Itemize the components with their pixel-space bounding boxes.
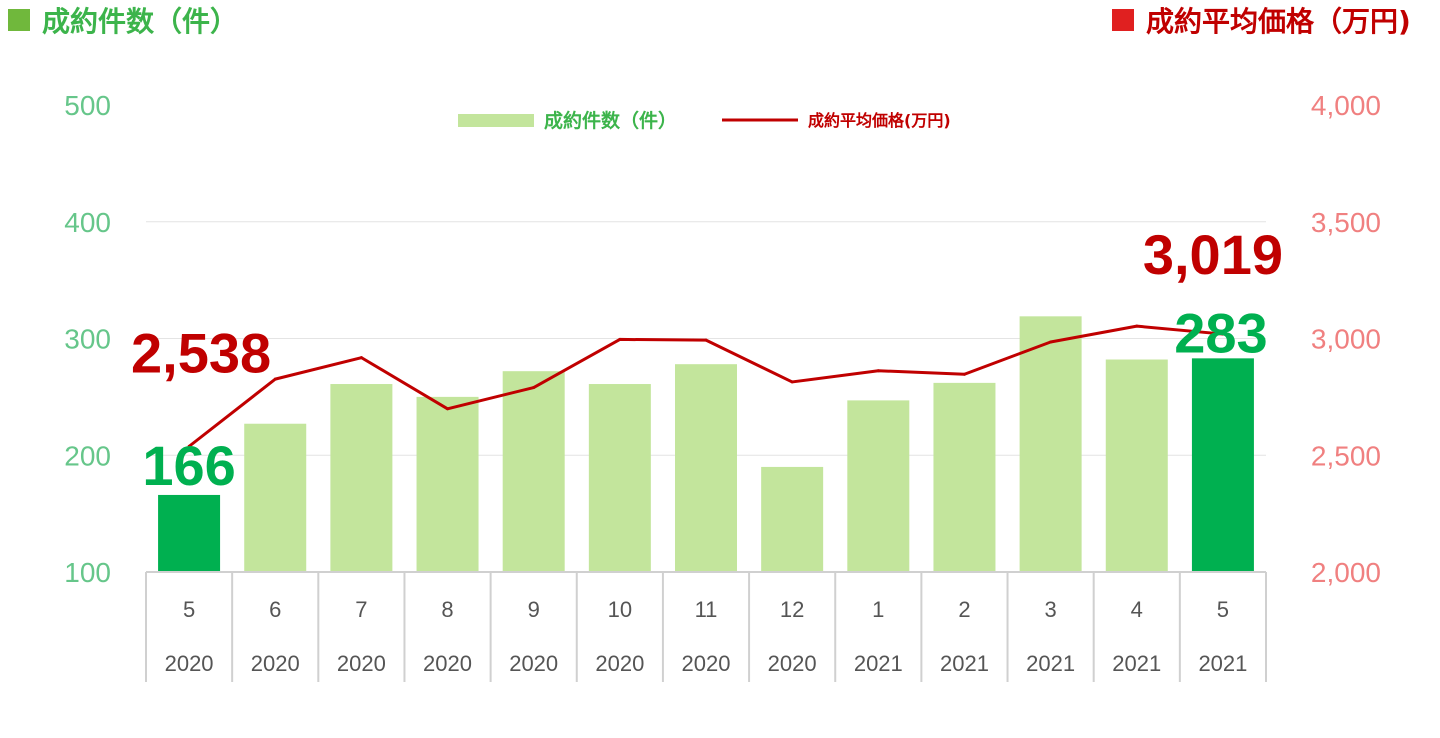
bar [933, 382, 996, 572]
line-point [790, 380, 794, 384]
month-label: 11 [695, 597, 718, 622]
callouts: 2,538 166 3,019 283 [131, 223, 1283, 497]
month-label: 9 [528, 597, 540, 622]
line-point [1049, 340, 1053, 344]
left-title: 成約件数（件） [42, 5, 238, 38]
month-label: 8 [441, 597, 453, 622]
callout-last-count: 283 [1174, 301, 1267, 364]
callout-first-count: 166 [142, 434, 235, 497]
callout-first-price: 2,538 [131, 321, 271, 384]
line-point [618, 337, 622, 341]
year-label: 2021 [1198, 651, 1247, 676]
month-label: 12 [780, 597, 804, 622]
callout-last-price: 3,019 [1143, 223, 1283, 286]
bar [330, 384, 393, 572]
line-point [446, 407, 450, 411]
month-label: 4 [1131, 597, 1143, 622]
bar [244, 423, 307, 572]
left-tick-label: 300 [64, 324, 111, 355]
year-label: 2021 [854, 651, 903, 676]
line-point [1221, 332, 1225, 336]
bar-series [158, 316, 1254, 572]
line-point [187, 444, 191, 448]
line-point [876, 369, 880, 373]
legend-line-label: 成約平均価格(万円) [808, 111, 951, 130]
bar [761, 466, 824, 572]
year-label: 2021 [940, 651, 989, 676]
month-label: 5 [1217, 597, 1229, 622]
line-point [1135, 324, 1139, 328]
left-tick-label: 100 [64, 557, 111, 588]
year-label: 2021 [1112, 651, 1161, 676]
right-title-square-icon [1112, 9, 1134, 31]
left-header: 成約件数（件） [8, 5, 238, 38]
left-tick-label: 200 [64, 440, 111, 471]
legend: 成約件数（件） 成約平均価格(万円) [458, 109, 951, 132]
left-tick-label: 400 [64, 207, 111, 238]
line-point [532, 386, 536, 390]
year-label: 2021 [1026, 651, 1075, 676]
year-label: 2020 [768, 651, 817, 676]
month-label: 1 [872, 597, 884, 622]
month-label: 5 [183, 597, 195, 622]
line-series [187, 324, 1225, 448]
year-label: 2020 [251, 651, 300, 676]
legend-bar-swatch [458, 114, 534, 127]
legend-bar-label: 成約件数（件） [544, 109, 677, 132]
month-label: 3 [1044, 597, 1056, 622]
bar [158, 494, 221, 572]
right-tick-label: 4,000 [1311, 90, 1381, 121]
bar [847, 400, 910, 572]
bar [675, 364, 737, 572]
line-point [359, 356, 363, 360]
right-tick-label: 3,500 [1311, 207, 1381, 238]
bar [1019, 316, 1082, 572]
right-title: 成約平均価格（万円) [1146, 5, 1411, 38]
bar [502, 371, 565, 572]
right-header: 成約平均価格（万円) [1112, 5, 1411, 38]
year-label: 2020 [682, 651, 731, 676]
right-tick-label: 2,500 [1311, 440, 1381, 471]
right-axis: 2,000 2,500 3,000 3,500 4,000 [1311, 90, 1381, 588]
month-label: 6 [269, 597, 281, 622]
line-point [962, 372, 966, 376]
year-label: 2020 [595, 651, 644, 676]
bar [416, 396, 479, 572]
month-label: 7 [355, 597, 367, 622]
year-label: 2020 [509, 651, 558, 676]
year-label: 2020 [337, 651, 386, 676]
line-point [704, 338, 708, 342]
month-label: 10 [608, 597, 632, 622]
right-tick-label: 2,000 [1311, 557, 1381, 588]
year-label: 2020 [165, 651, 214, 676]
left-tick-label: 500 [64, 90, 111, 121]
bar [1191, 358, 1254, 572]
month-label: 2 [958, 597, 970, 622]
left-title-square-icon [8, 9, 30, 31]
line-point [273, 377, 277, 381]
year-label: 2020 [423, 651, 472, 676]
category-axis: 5202062020720208202092020102020112020122… [145, 571, 1267, 682]
bar [588, 384, 651, 572]
left-axis: 100 200 300 400 500 [64, 90, 111, 588]
bar [1105, 359, 1168, 572]
right-tick-label: 3,000 [1311, 324, 1381, 355]
